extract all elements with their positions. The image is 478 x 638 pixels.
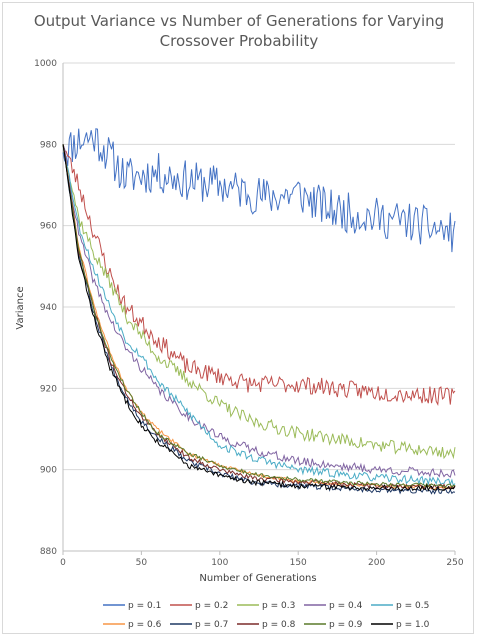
x-axis-ticks: 0 50 100 150 200 250 (60, 551, 464, 568)
series-line-7 (62, 144, 456, 495)
y-tick-label: 1000 (34, 59, 57, 69)
chart-title-line-1: Output Variance vs Number of Generations… (34, 12, 444, 30)
legend-label: p = 0.2 (195, 601, 228, 611)
gridlines (62, 62, 455, 552)
legend-label: p = 0.5 (396, 601, 429, 611)
x-tick-label: 0 (60, 558, 66, 568)
legend-label: p = 0.6 (128, 620, 162, 630)
x-tick-label: 100 (211, 558, 228, 568)
series-line-8 (62, 144, 456, 490)
series-line-2 (62, 144, 456, 407)
legend-label: p = 0.4 (329, 601, 363, 611)
y-axis-ticks: 880 900 920 940 960 980 1000 (34, 59, 57, 557)
series-line-3 (62, 144, 456, 460)
y-tick-label: 960 (40, 222, 57, 232)
x-tick-label: 250 (446, 558, 463, 568)
series-line-10 (62, 144, 456, 492)
chart-title-line-2: Crossover Probability (160, 32, 319, 50)
legend-label: p = 0.3 (262, 601, 295, 611)
series-line-6 (62, 144, 456, 490)
legend-label: p = 1.0 (396, 620, 430, 630)
y-tick-label: 940 (40, 303, 57, 313)
y-axis-label: Variance (15, 286, 26, 329)
x-tick-label: 50 (136, 558, 148, 568)
series-lines (62, 128, 456, 495)
series-line-4 (62, 144, 456, 478)
x-tick-label: 150 (290, 558, 307, 568)
legend-label: p = 0.1 (128, 601, 161, 611)
legend-label: p = 0.8 (262, 620, 296, 630)
legend: p = 0.1 p = 0.2 p = 0.3 p = 0.4 p = 0.5 p = 0… (103, 601, 430, 630)
chart-frame: Output Variance vs Number of Generations… (2, 2, 474, 634)
legend-label: p = 0.7 (195, 620, 228, 630)
series-line-5 (62, 144, 456, 487)
line-chart: Output Variance vs Number of Generations… (15, 12, 464, 630)
y-tick-label: 920 (40, 384, 57, 394)
series-line-1 (62, 128, 456, 253)
y-tick-label: 880 (40, 547, 57, 557)
y-tick-label: 900 (40, 466, 57, 476)
x-axis-label: Number of Generations (199, 573, 316, 584)
legend-label: p = 0.9 (329, 620, 363, 630)
x-tick-label: 200 (368, 558, 385, 568)
series-line-9 (62, 144, 456, 489)
y-tick-label: 980 (40, 140, 57, 150)
